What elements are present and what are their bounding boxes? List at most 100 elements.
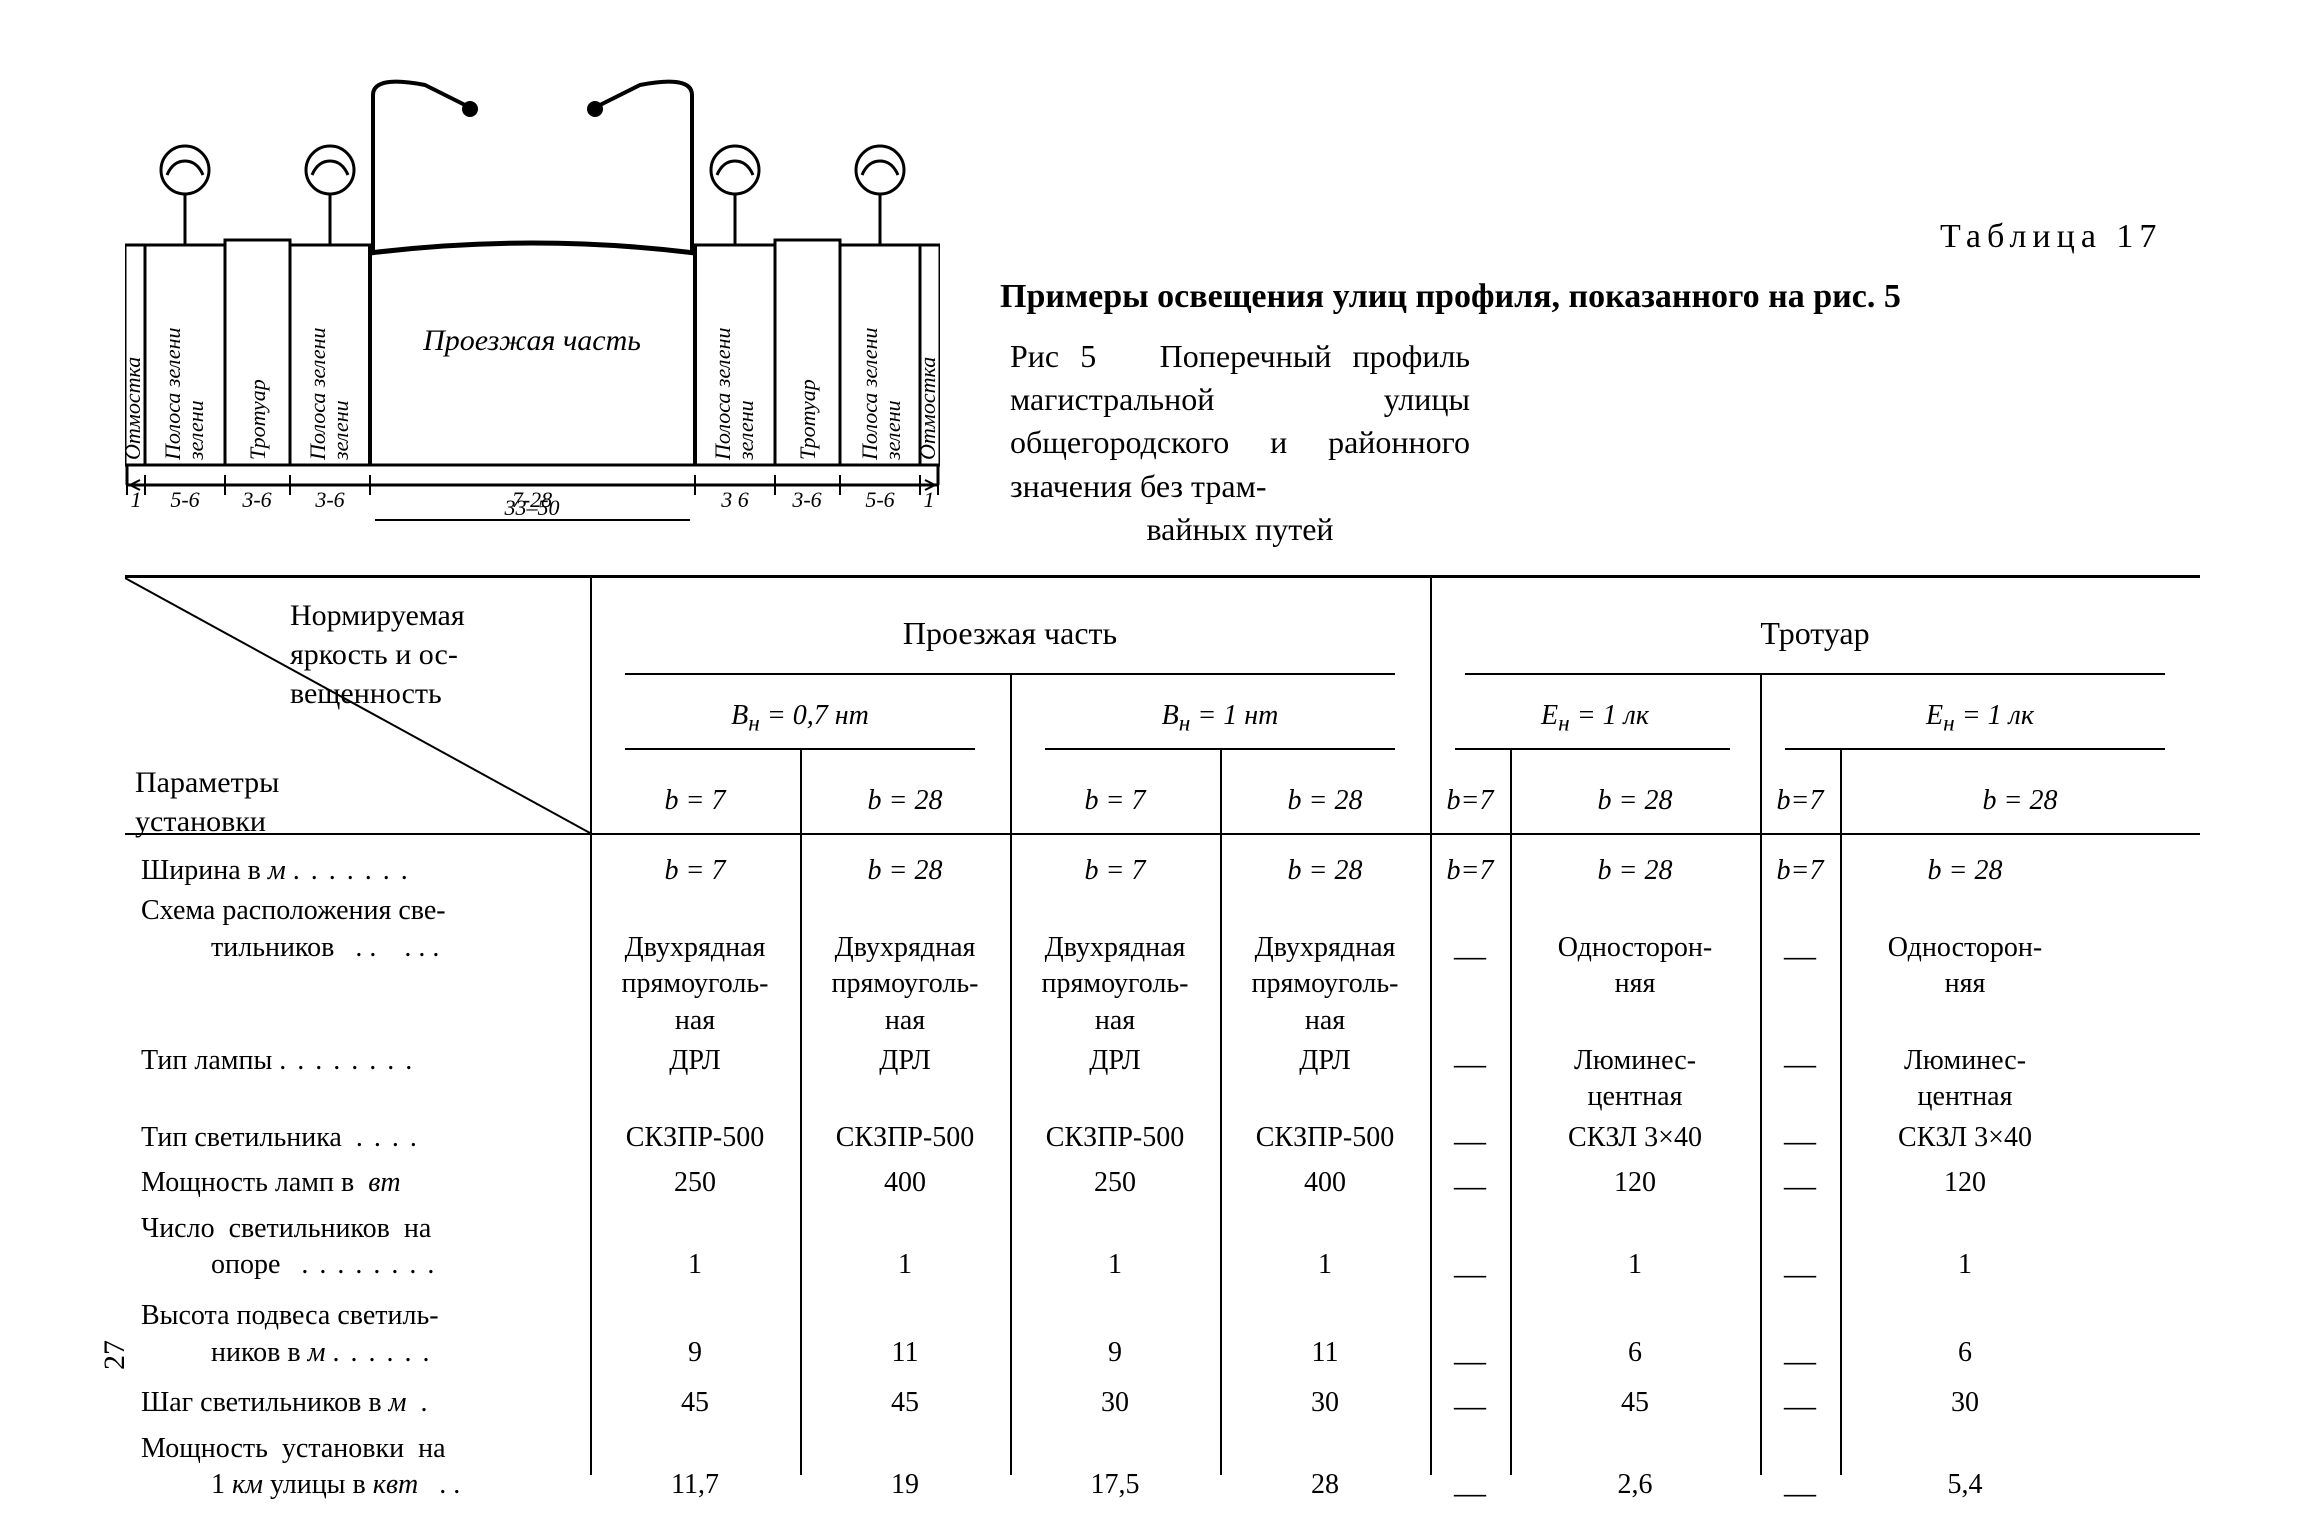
svg-text:зелени: зелени	[733, 400, 758, 461]
figure-cross-section: Проезжая часть Отмостка Полоса зелени зе…	[125, 75, 940, 555]
header-col-3: b = 7	[1010, 783, 1220, 819]
cell: b = 7	[590, 851, 800, 891]
svg-text:3 6: 3 6	[720, 487, 749, 512]
cell: Односторон-няя	[1840, 891, 2090, 1041]
cell: —	[1760, 1209, 1840, 1296]
param-label: Высота подвеса светиль-ников в м . . . .…	[125, 1296, 590, 1383]
figure-caption-prefix: Рис 5	[1010, 338, 1096, 374]
cell: —	[1430, 1209, 1510, 1296]
header-diag-top: Нормируемаяяркость и ос-вещенность	[290, 596, 580, 713]
cell: СКЗЛ 3×40	[1510, 1118, 1760, 1164]
figure-caption-body2: вайных путей	[1010, 508, 1470, 551]
cell: 17,5	[1010, 1429, 1220, 1516]
cell: 30	[1840, 1383, 2090, 1429]
cell: 1	[590, 1209, 800, 1296]
cell: Люминес-центная	[1510, 1041, 1760, 1118]
header-e1a: Eн = 1 лк	[1430, 698, 1760, 739]
svg-text:Тротуар: Тротуар	[795, 379, 820, 460]
cell: 400	[1220, 1163, 1430, 1209]
table-row: Высота подвеса светиль-ников в м . . . .…	[125, 1296, 2200, 1383]
cell: —	[1430, 1118, 1510, 1164]
svg-text:зелени: зелени	[328, 400, 353, 461]
cell: —	[1430, 1429, 1510, 1516]
cell: b = 7	[1010, 851, 1220, 891]
cell: СКЗПР-500	[590, 1118, 800, 1164]
table-title: Примеры освещения улиц профиля, показанн…	[1000, 275, 1901, 319]
cell: ДРЛ	[1010, 1041, 1220, 1118]
param-label: Тип лампы . . . . . . . .	[125, 1041, 590, 1118]
cell: СКЗЛ 3×40	[1840, 1118, 2090, 1164]
svg-text:Отмостка: Отмостка	[915, 357, 940, 460]
cell: b = 28	[1840, 851, 2090, 891]
table-row: Мощность установки на1 км улицы в квт . …	[125, 1429, 2200, 1516]
cell: 120	[1840, 1163, 2090, 1209]
header-e1b: Eн = 1 лк	[1760, 698, 2200, 739]
cell: 250	[1010, 1163, 1220, 1209]
cell: 9	[1010, 1296, 1220, 1383]
param-label: Шаг светильников в м .	[125, 1383, 590, 1429]
header-col-8: b = 28	[1840, 783, 2200, 819]
param-label: Ширина в м . . . . . . .	[125, 851, 590, 891]
cell: —	[1430, 1383, 1510, 1429]
cell: 250	[590, 1163, 800, 1209]
cell: —	[1760, 1163, 1840, 1209]
cell: 1	[1840, 1209, 2090, 1296]
cell: b = 28	[800, 851, 1010, 891]
svg-text:3-6: 3-6	[314, 487, 344, 512]
header-col-4: b = 28	[1220, 783, 1430, 819]
svg-text:5-6: 5-6	[865, 487, 894, 512]
cell: —	[1760, 891, 1840, 1041]
header-b10: Bн = 1 нт	[1010, 698, 1430, 739]
cell: —	[1760, 1429, 1840, 1516]
cell: —	[1430, 1163, 1510, 1209]
cell: 11,7	[590, 1429, 800, 1516]
header-sidewalk: Тротуар	[1430, 613, 2200, 655]
cell: Двухряднаяпрямоуголь-ная	[800, 891, 1010, 1041]
cell: b=7	[1760, 851, 1840, 891]
cell: 2,6	[1510, 1429, 1760, 1516]
cell: СКЗПР-500	[800, 1118, 1010, 1164]
cell: —	[1760, 1118, 1840, 1164]
header-roadway: Проезжая часть	[590, 613, 1430, 655]
cell: —	[1760, 1383, 1840, 1429]
cell: 6	[1510, 1296, 1760, 1383]
header-b07: Bн = 0,7 нт	[590, 698, 1010, 739]
svg-text:Отмостка: Отмостка	[125, 357, 145, 460]
param-label: Схема расположения све-тильников . . . .…	[125, 891, 590, 1041]
cell: 11	[800, 1296, 1010, 1383]
cell: Односторон-няя	[1510, 891, 1760, 1041]
table-header: Нормируемаяяркость и ос-вещенность Парам…	[125, 575, 2200, 833]
cell: 1	[1010, 1209, 1220, 1296]
cell: Двухряднаяпрямоуголь-ная	[1010, 891, 1220, 1041]
table-body: Ширина в м . . . . . . . b = 7 b = 28 b …	[125, 833, 2200, 1516]
table-row: Мощность ламп в вт 250 400 250 400 — 120…	[125, 1163, 2200, 1209]
cell: 120	[1510, 1163, 1760, 1209]
table-row: Тип светильника . . . . СКЗПР-500 СКЗПР-…	[125, 1118, 2200, 1164]
cell: 45	[1510, 1383, 1760, 1429]
param-label: Тип светильника . . . .	[125, 1118, 590, 1164]
svg-text:Полоса зелени: Полоса зелени	[305, 327, 330, 461]
cell: —	[1430, 1041, 1510, 1118]
cell: 28	[1220, 1429, 1430, 1516]
cell: 5,4	[1840, 1429, 2090, 1516]
header-col-5: b=7	[1430, 783, 1510, 819]
cell: Люминес-центная	[1840, 1041, 2090, 1118]
cell: —	[1430, 891, 1510, 1041]
cross-section-svg: Проезжая часть Отмостка Полоса зелени зе…	[125, 75, 940, 530]
cell: ДРЛ	[800, 1041, 1010, 1118]
param-label: Мощность ламп в вт	[125, 1163, 590, 1209]
table-row: Схема расположения све-тильников . . . .…	[125, 891, 2200, 1041]
cell: 30	[1010, 1383, 1220, 1429]
cell: 19	[800, 1429, 1010, 1516]
svg-text:3-6: 3-6	[241, 487, 271, 512]
cell: b = 28	[1510, 851, 1760, 891]
table-row: Тип лампы . . . . . . . . ДРЛ ДРЛ ДРЛ ДР…	[125, 1041, 2200, 1118]
cell: 1	[1220, 1209, 1430, 1296]
svg-text:1: 1	[924, 487, 935, 512]
param-label: Мощность установки на1 км улицы в квт . …	[125, 1429, 590, 1516]
table-row: Число светильников наопоре . . . . . . .…	[125, 1209, 2200, 1296]
cell: 9	[590, 1296, 800, 1383]
cell: СКЗПР-500	[1220, 1118, 1430, 1164]
header-col-6: b = 28	[1510, 783, 1760, 819]
param-label: Число светильников наопоре . . . . . . .…	[125, 1209, 590, 1296]
